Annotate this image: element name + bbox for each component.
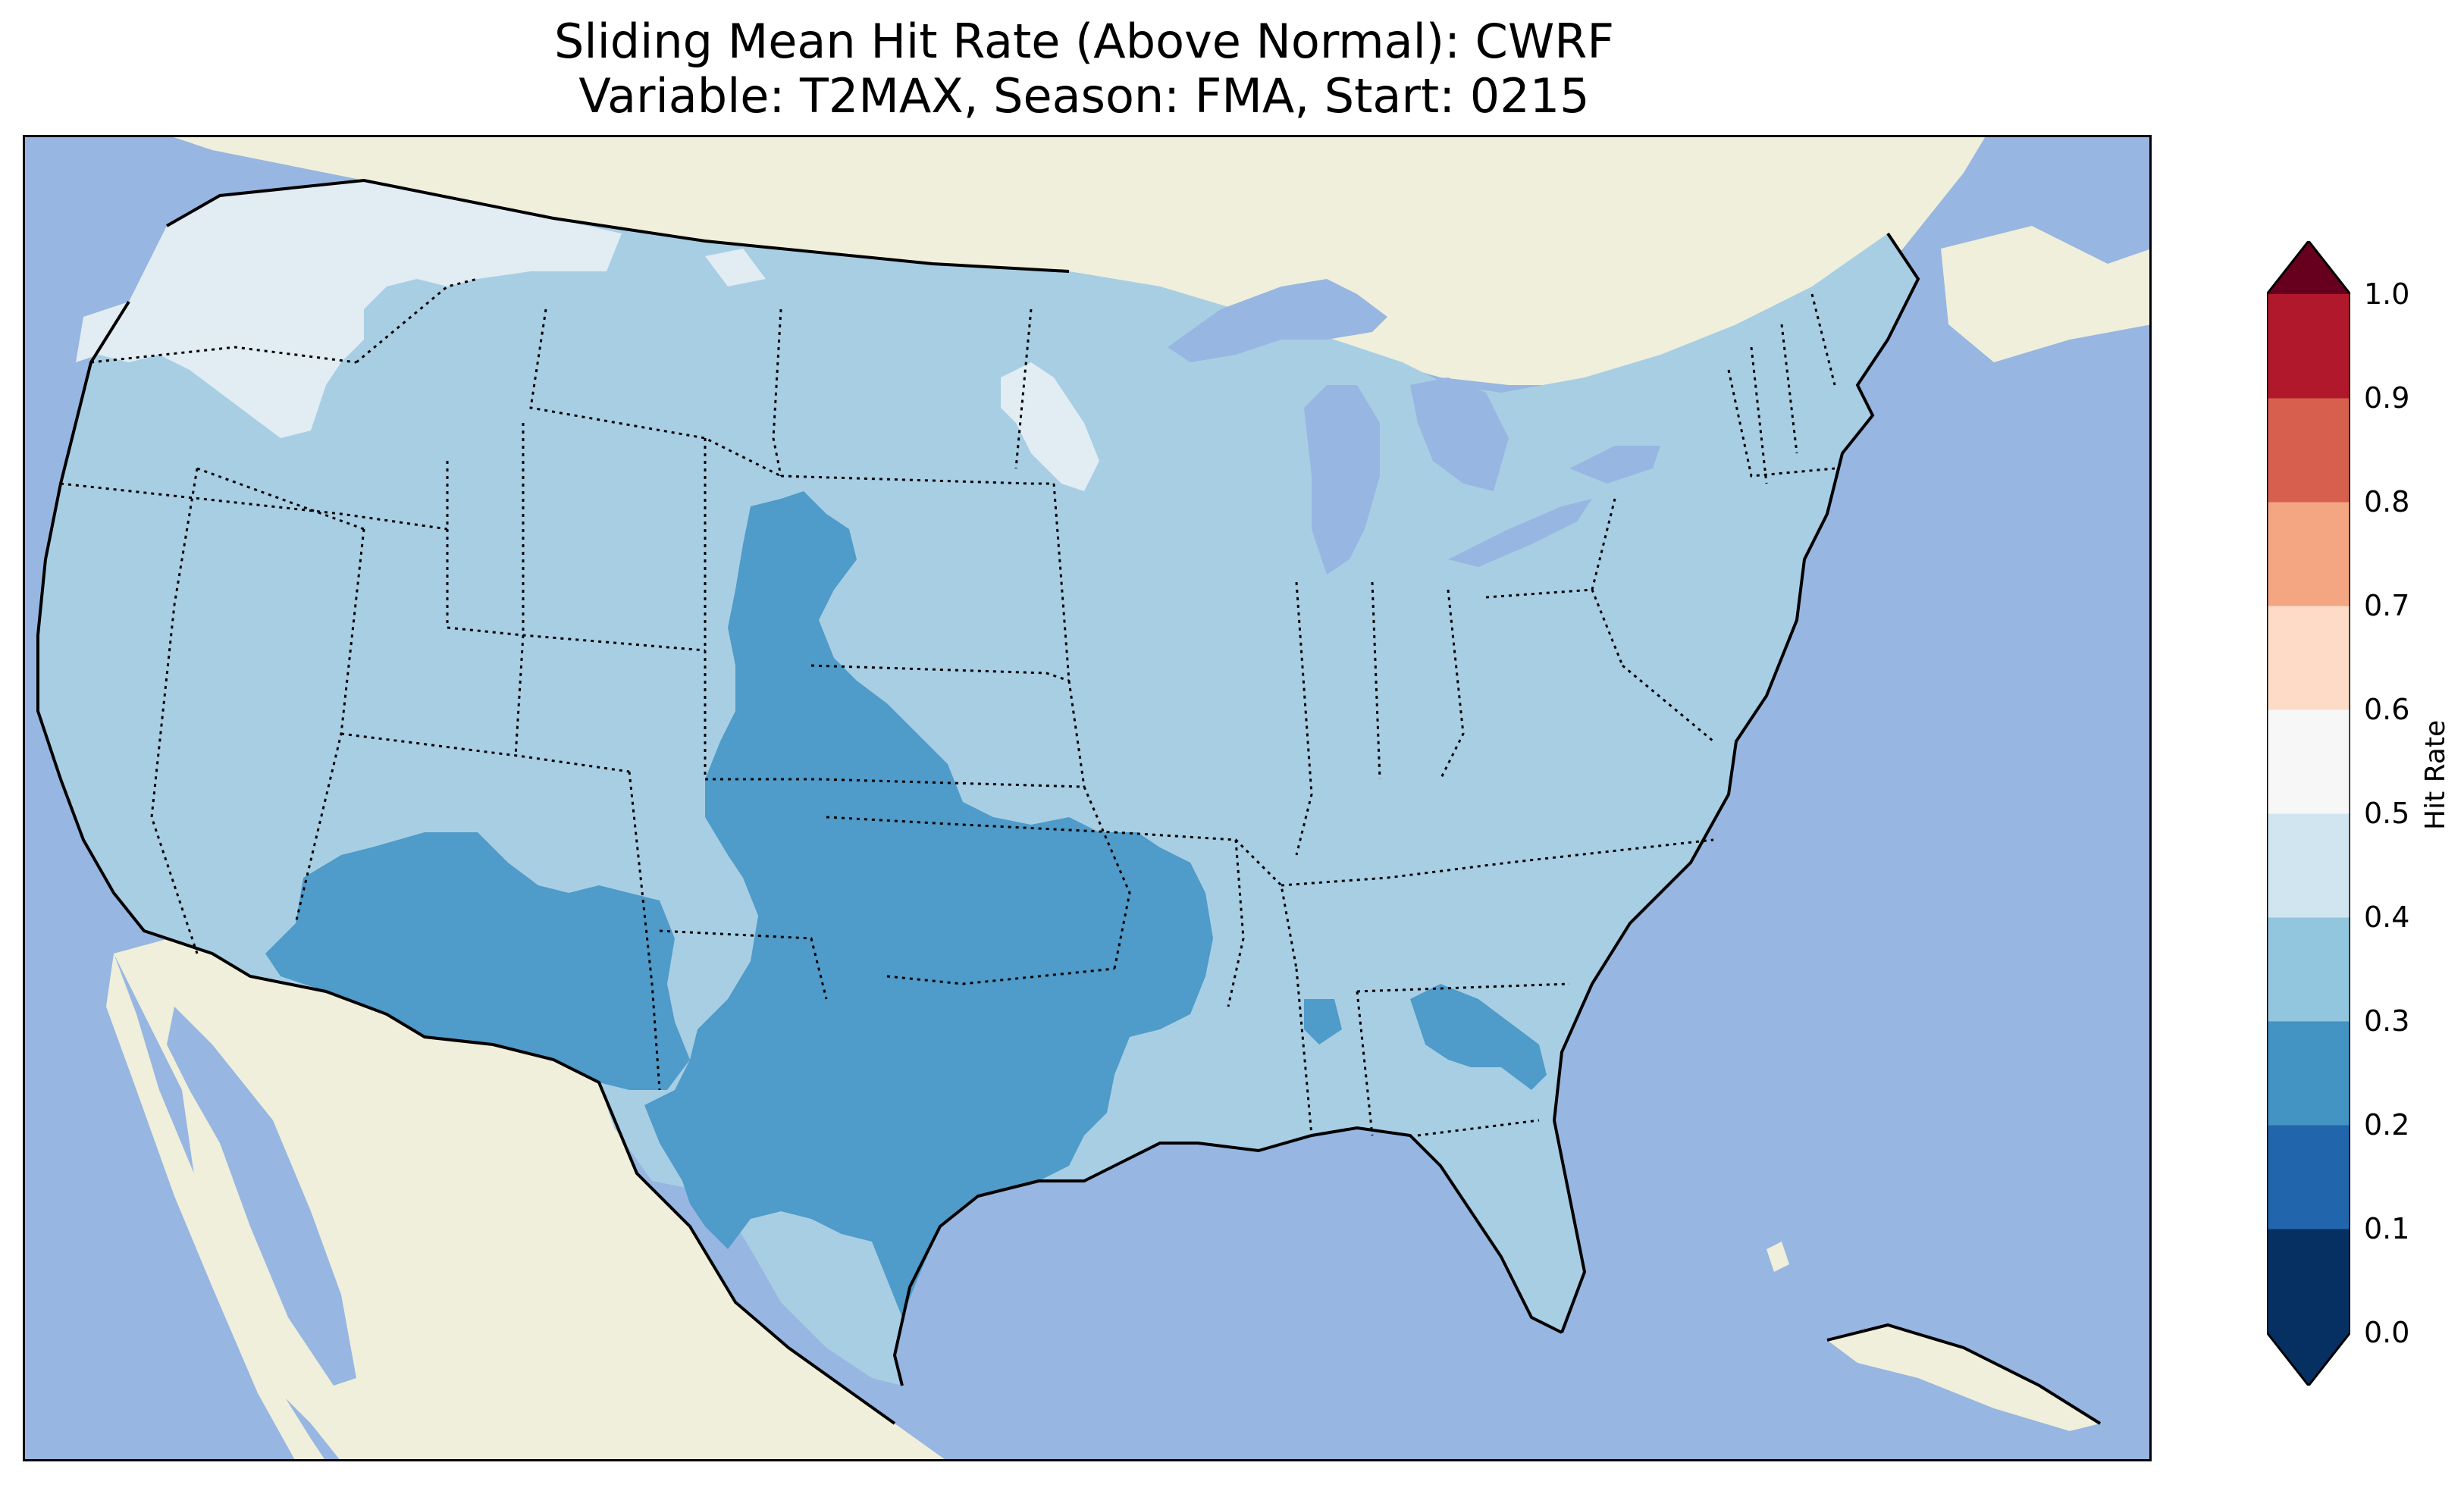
colorbar xyxy=(2267,241,2350,1386)
colorbar-tick-label: 1.0 xyxy=(2364,277,2410,311)
northwest-04-05 xyxy=(76,180,622,438)
colorbar-tick-label: 0.4 xyxy=(2364,900,2410,934)
chart-title-line2: Variable: T2MAX, Season: FMA, Start: 021… xyxy=(578,68,1590,124)
colorbar-segment xyxy=(2267,502,2350,606)
colorbar-segments xyxy=(2267,294,2350,1333)
colorbar-extend-min xyxy=(2267,1333,2350,1386)
lake-superior xyxy=(1168,279,1387,362)
colorbar-title: Hit Rate xyxy=(2420,719,2451,830)
mississippi-02-03 xyxy=(1304,999,1342,1045)
colorbar-tick-label: 0.3 xyxy=(2364,1004,2410,1038)
bahamas xyxy=(1766,1242,1789,1272)
colorbar-segment xyxy=(2267,294,2350,399)
maritime-land xyxy=(1941,226,2152,362)
colorbar-segment xyxy=(2267,1125,2350,1229)
colorbar-tick-label: 0.7 xyxy=(2364,589,2410,622)
colorbar-extend-max xyxy=(2267,241,2350,294)
map-panel xyxy=(23,135,2152,1461)
colorbar-segment xyxy=(2267,1021,2350,1126)
gulf-of-california xyxy=(167,1007,356,1386)
chart-title-line1: Sliding Mean Hit Rate (Above Normal): CW… xyxy=(554,14,1614,69)
minnesota-04-05 xyxy=(1001,362,1099,491)
colorbar-tick-label: 0.9 xyxy=(2364,381,2410,415)
lake-erie xyxy=(1448,499,1592,567)
colorbar-tick-label: 0.6 xyxy=(2364,693,2410,726)
map-frame xyxy=(23,135,2152,1461)
colorbar-tick-label: 0.2 xyxy=(2364,1108,2410,1142)
colorbar-segment xyxy=(2267,606,2350,710)
southeast-02-03 xyxy=(1410,984,1547,1090)
lake-ontario xyxy=(1569,446,1660,484)
baja-coast xyxy=(106,954,326,1461)
montana-04-05 xyxy=(705,249,766,287)
lake-michigan xyxy=(1304,385,1380,575)
canada-land xyxy=(167,135,1986,385)
colorbar-segment xyxy=(2267,709,2350,814)
colorbar-segment xyxy=(2267,917,2350,1022)
colorbar-tick-label: 0.1 xyxy=(2364,1212,2410,1245)
colorbar-segment xyxy=(2267,398,2350,503)
coastline-and-borders xyxy=(36,178,2102,1425)
colorbar-tick-label: 0.8 xyxy=(2364,485,2410,518)
colorbar-tick-label: 0.0 xyxy=(2364,1316,2410,1349)
state-borders xyxy=(60,277,1836,1137)
colorbar-segment xyxy=(2267,1229,2350,1333)
colorbar-segment xyxy=(2267,813,2350,918)
lake-huron xyxy=(1410,377,1509,491)
southern-plains-02-03 xyxy=(644,491,1213,1317)
colorbar-tick-label: 0.5 xyxy=(2364,797,2410,830)
southwest-02-03 xyxy=(265,832,690,1090)
cuba xyxy=(1827,1325,2100,1431)
